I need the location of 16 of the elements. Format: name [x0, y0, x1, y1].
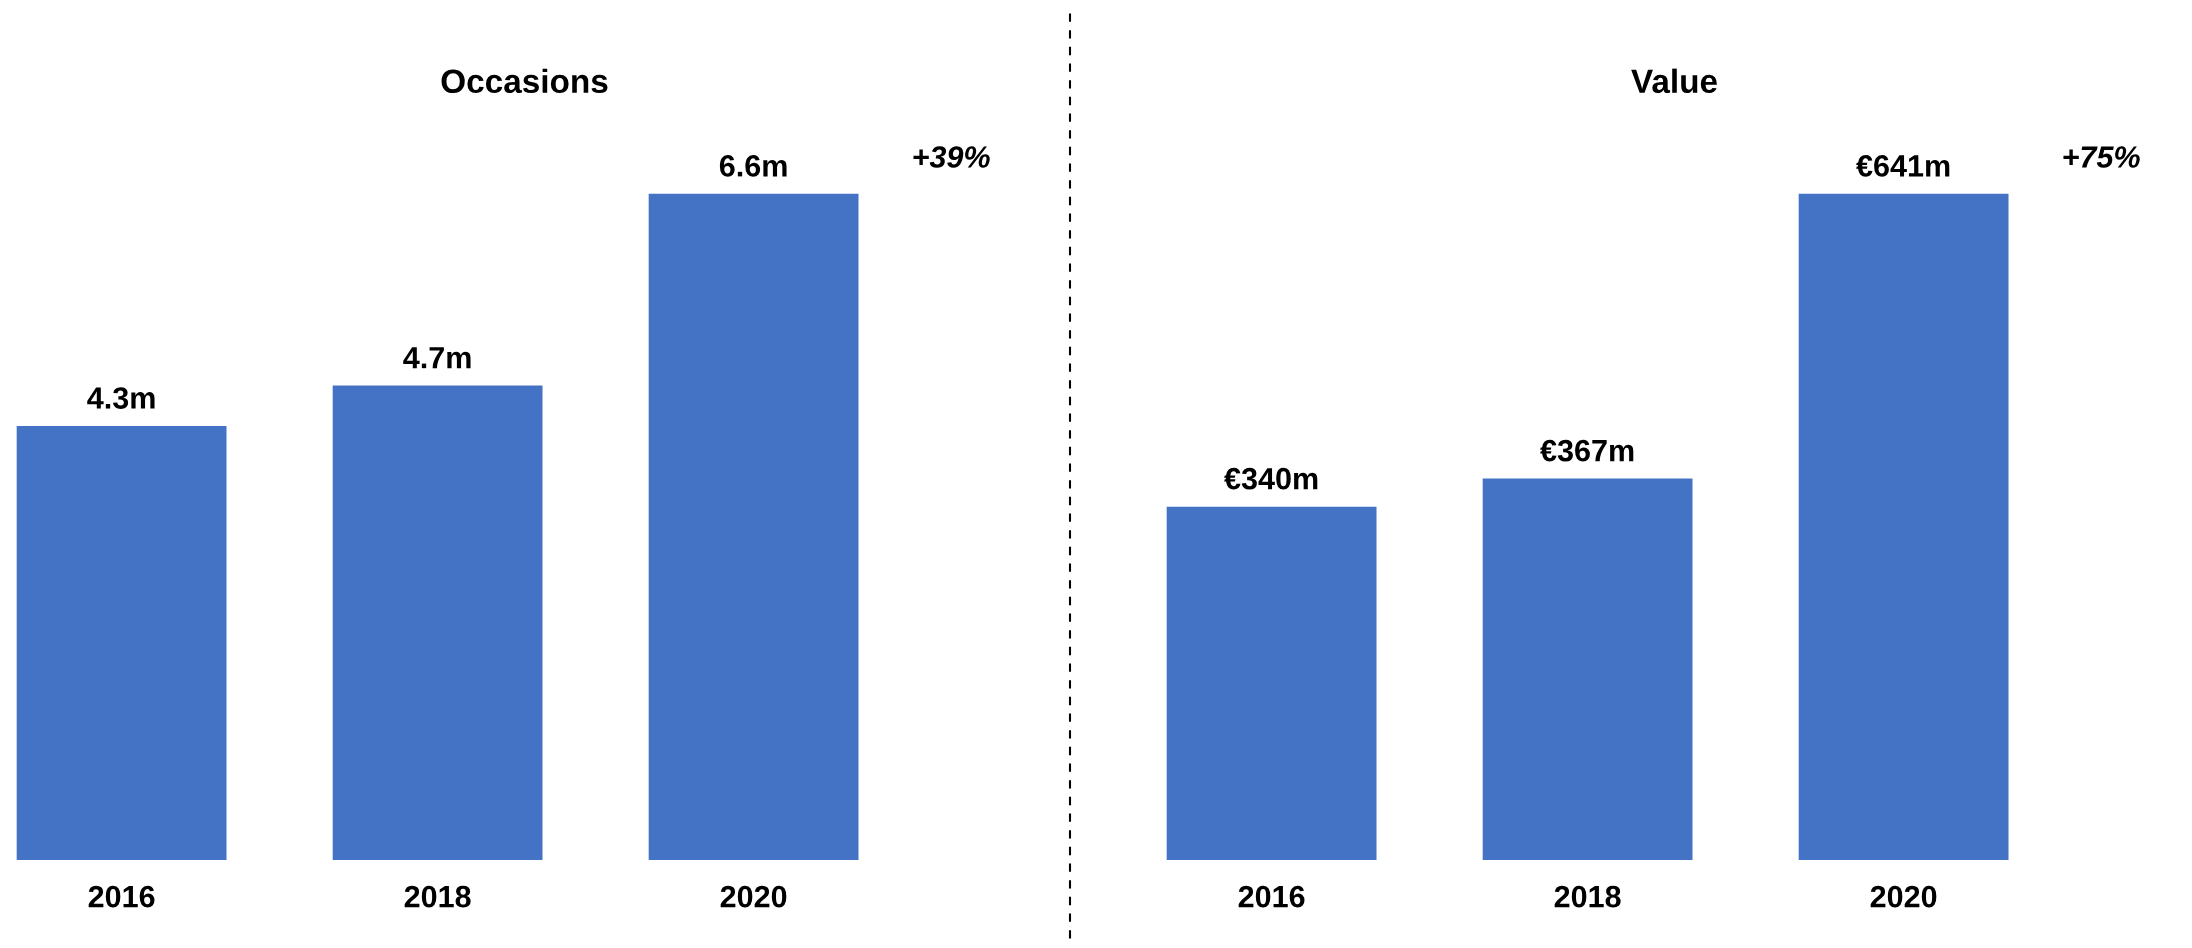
- text: +75%: [2063, 146, 2140, 168]
- x-tick-label: 2020: [1870, 885, 1937, 908]
- x-tick-label: 2016: [88, 885, 155, 908]
- text: +39%: [913, 146, 990, 168]
- chart-title: Occasions: [441, 68, 608, 94]
- data-label: 6.6m: [719, 155, 787, 177]
- data-label: 4.7m: [403, 347, 471, 369]
- chart-title: Value: [1631, 68, 1717, 94]
- data-label: 4.3m: [87, 387, 155, 409]
- x-tick-label: 2016: [1238, 885, 1305, 908]
- x-tick-label: 2018: [404, 885, 471, 908]
- x-tick-label: 2020: [720, 885, 787, 908]
- data-label: €340m: [1224, 467, 1318, 490]
- data-label: €367m: [1540, 439, 1634, 462]
- x-tick-label: 2018: [1554, 885, 1621, 908]
- data-label: €641m: [1856, 155, 1950, 177]
